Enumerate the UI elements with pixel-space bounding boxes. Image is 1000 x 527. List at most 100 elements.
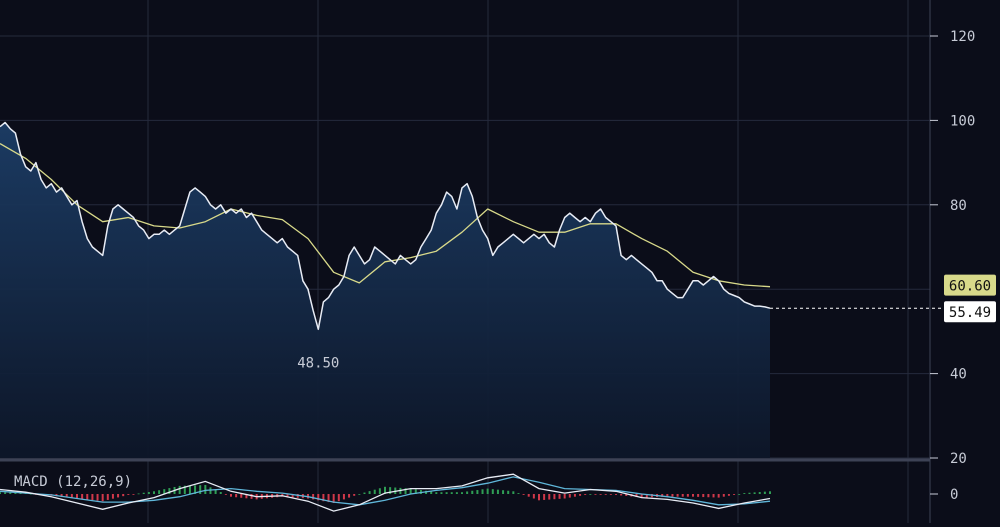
macd-histogram-bar (579, 494, 582, 496)
macd-histogram-bar (86, 494, 89, 500)
macd-histogram-bar (568, 494, 571, 498)
macd-histogram-bar (147, 492, 150, 494)
macd-histogram-bar (455, 492, 458, 494)
macd-histogram-bar (199, 485, 202, 494)
macd-histogram-bar (332, 494, 335, 503)
macd-histogram-bar (117, 494, 120, 498)
macd-line (0, 473, 771, 512)
macd-histogram-bar (496, 489, 499, 494)
macd-histogram-bar (183, 485, 186, 494)
axis-label-100: 100 (950, 113, 975, 129)
axis-label-120: 120 (950, 29, 975, 45)
macd-signal-line (0, 476, 771, 506)
macd-histogram-bar (188, 485, 191, 494)
macd-histogram-bar (661, 494, 664, 497)
macd-histogram-bar (543, 494, 546, 500)
macd-histogram-bar (358, 494, 361, 495)
axis-label-40: 40 (950, 367, 967, 383)
macd-histogram-bar (686, 494, 689, 497)
macd-histogram-bar (404, 488, 407, 494)
macd-histogram-bar (224, 494, 227, 495)
macd-histogram-bar (743, 493, 746, 494)
macd-histogram-bar (342, 494, 345, 500)
macd-histogram-bar (589, 494, 592, 495)
macd-histogram-bar (19, 492, 22, 494)
macd-histogram-bar (435, 492, 438, 494)
macd-histogram-bar (748, 492, 751, 494)
moving-average (0, 143, 771, 288)
macd-histogram-bar (414, 489, 417, 494)
macd-histogram-bar (625, 494, 628, 496)
macd-histogram-bar (76, 494, 78, 499)
macd-histogram-bar (594, 494, 597, 495)
macd-histogram-bar (507, 490, 510, 494)
macd-histogram-bar (553, 494, 556, 500)
macd-histogram-bar (219, 492, 222, 494)
macd-histogram-bar (692, 494, 694, 497)
min-price-annotation: 48.50 (297, 356, 339, 372)
macd-histogram-bar (471, 490, 474, 494)
macd-histogram-bar (9, 492, 12, 494)
macd-histogram-bar (409, 488, 412, 494)
macd-histogram-bar (122, 494, 125, 497)
macd-histogram-bar (609, 494, 612, 495)
price-line (0, 121, 771, 331)
macd-histogram-bar (486, 488, 489, 494)
macd-histogram-bar (368, 491, 371, 494)
last-price-badge: 55.49 (949, 305, 991, 321)
macd-histogram-bar (240, 494, 243, 498)
macd-histogram-bar (635, 494, 638, 498)
macd-histogram-bar (111, 494, 114, 499)
macd-histogram-bar (363, 492, 366, 494)
macd-histogram-bar (512, 491, 515, 494)
macd-histogram-bar (91, 494, 94, 501)
macd-histogram-bar (4, 492, 7, 494)
macd-histogram-bar (481, 489, 484, 494)
macd-histogram-bar (717, 494, 720, 498)
macd-histogram-bar (214, 489, 217, 494)
price-area-fill (0, 122, 770, 458)
macd-histogram-bar (230, 494, 232, 497)
macd-histogram-bar (584, 494, 587, 495)
macd-histogram-bar (158, 490, 161, 494)
macd-histogram-bar (60, 494, 63, 497)
macd-histogram-bar (645, 494, 648, 498)
macd-histogram-bar (235, 494, 238, 498)
macd-histogram-bar (604, 494, 607, 495)
macd-histogram-bar (378, 488, 381, 494)
macd-axis-label-0: 0 (950, 487, 958, 503)
macd-histogram-bar (445, 492, 448, 494)
moving-average-line (0, 143, 771, 288)
price-axis[interactable]: 120 100 80 40 20 0 (930, 29, 975, 503)
macd-histogram-bar (466, 491, 469, 494)
macd-pane (0, 473, 771, 512)
macd-histogram-bar (291, 494, 294, 498)
macd-histogram-bar (373, 489, 376, 494)
macd-histogram-bar (389, 487, 392, 494)
macd-histogram-bar (286, 494, 289, 498)
macd-title[interactable]: MACD (12,26,9) (14, 474, 132, 490)
macd-histogram-bar (322, 494, 325, 502)
macd-histogram-bar (106, 494, 109, 500)
macd-histogram-bar (527, 494, 530, 497)
macd-histogram-bar (522, 494, 525, 495)
macd-histogram-bar (702, 494, 705, 498)
macd-histogram-bar (0, 492, 1, 494)
macd-histogram-bar (548, 494, 551, 500)
macd-histogram-bar (450, 492, 453, 494)
macd-histogram-bar (384, 486, 386, 494)
macd-histogram-bar (250, 494, 253, 499)
ma-value-badge-bg (944, 274, 996, 296)
macd-histogram-bar (640, 494, 643, 498)
macd-histogram-bar (681, 494, 684, 497)
macd-histogram-bar (712, 494, 715, 498)
macd-histogram-bar (697, 494, 700, 497)
price-badges: 60.60 55.49 (944, 274, 996, 323)
macd-histogram-bar (558, 494, 561, 499)
macd-histogram-bar (620, 494, 623, 496)
macd-histogram-bar (666, 494, 669, 497)
ma-value-badge: 60.60 (949, 279, 991, 295)
macd-histogram-bar (573, 494, 576, 497)
